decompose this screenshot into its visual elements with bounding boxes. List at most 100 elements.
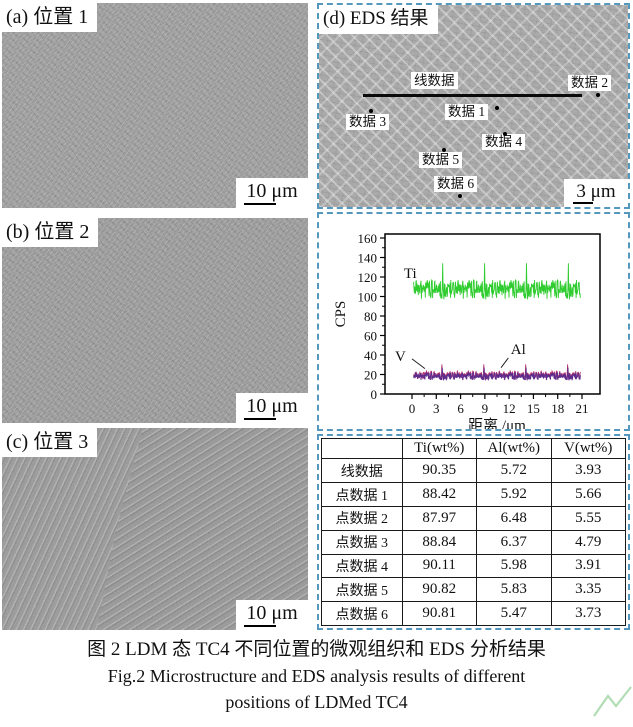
panel-a-label: (a) 位置 1 [2,3,98,32]
table-row: 点数据 3 88.84 6.37 4.79 [321,529,627,555]
figure-caption: 图 2 LDM 态 TC4 不同位置的微观组织和 EDS 分析结果 Fig.2 … [0,637,633,715]
table-cell: 5.66 [550,482,627,507]
y-tick-label: 20 [364,368,377,383]
x-tick-label: 0 [409,401,416,416]
x-tick-label: 6 [457,401,464,416]
table-header-cell: Al(wt%) [476,437,552,460]
panel-d-eds-image: (d) EDS 结果 线数据 数据 1 数据 2 数据 3 数据 4 数据 5 … [317,3,630,209]
scalebar-text: 3 μm [576,181,616,202]
panel-a-scalebar: 10 μm [236,178,308,208]
eds-point-marker-1 [495,106,499,110]
annotation-Ti: Ti [404,266,417,282]
series-Ti [413,263,581,300]
table-cell: 3.73 [550,601,627,626]
table-cell: 5.47 [476,601,552,626]
scalebar-line [244,202,276,205]
table-cell: 87.97 [401,505,478,531]
y-tick-label: 80 [364,309,377,324]
panel-d-scalebar: 3 μm [564,179,628,207]
y-tick-label: 120 [358,270,378,285]
panel-c-scalebar: 10 μm [236,600,308,630]
y-tick-label: 140 [358,251,378,266]
table-header-row: Ti(wt%) Al(wt%) V(wt%) [321,437,627,460]
annotation-Al: Al [511,342,526,358]
eds-point-marker-4 [503,132,507,136]
table-cell: 5.98 [476,553,552,579]
table-cell: 点数据 2 [321,505,403,531]
table-row: 点数据 1 88.42 5.92 5.66 [321,482,627,507]
eds-results-table: Ti(wt%) Al(wt%) V(wt%) 线数据 90.35 5.72 3.… [321,437,627,626]
panel-b-scalebar: 10 μm [236,393,308,423]
y-tick-label: 60 [364,329,377,344]
table-cell: 线数据 [321,458,403,484]
panel-c-label: (c) 位置 3 [2,428,98,457]
table-cell: 6.48 [476,505,552,531]
series-V [413,367,581,381]
table-cell: 5.92 [476,482,552,507]
panel-a-sem-image: (a) 位置 1 10 μm [2,3,308,208]
table-row: 点数据 4 90.11 5.98 3.91 [321,553,627,579]
plot-frame [384,233,601,395]
eds-point-label-3: 数据 3 [346,114,390,130]
eds-point-label-2: 数据 2 [568,75,612,91]
table-cell: 90.11 [401,553,478,579]
table-cell: 90.35 [401,458,478,484]
panel-b-label: (b) 位置 2 [2,218,99,247]
table-row: 点数据 2 87.97 6.48 5.55 [321,505,627,531]
eds-line-chart: 0 3 6 9 12 15 18 21 0 20 40 60 80 100 120 140 160 CPS 距离 /… [333,231,601,429]
table-cell: 90.82 [401,577,478,603]
table-cell: 90.81 [401,601,478,626]
annotation-leader-line [500,357,509,368]
table-cell: 点数据 4 [321,553,403,579]
table-header-cell [321,437,403,460]
table-cell: 4.79 [550,529,627,555]
y-tick-label: 100 [358,290,378,305]
table-cell: 3.93 [550,458,627,484]
table-row: 点数据 6 90.81 5.47 3.73 [321,601,627,626]
panel-b-sem-image: (b) 位置 2 10 μm [2,218,308,423]
table-cell: 5.72 [476,458,552,484]
annotation-V: V [395,349,406,365]
panel-d-label: (d) EDS 结果 [319,5,438,34]
table-header-cell: Ti(wt%) [401,437,478,460]
table-cell: 3.91 [550,553,627,579]
caption-chinese: 图 2 LDM 态 TC4 不同位置的微观组织和 EDS 分析结果 [87,639,546,660]
eds-point-label-1: 数据 1 [445,104,489,120]
x-tick-label: 12 [503,401,516,416]
eds-point-marker-2 [596,93,600,97]
eds-point-label-4: 数据 4 [482,134,526,150]
annotation-leader-line [411,358,426,370]
table-row: 点数据 5 90.82 5.83 3.35 [321,577,627,603]
panel-c-sem-image: (c) 位置 3 10 μm [2,428,308,630]
eds-point-label-6: 数据 6 [434,176,478,192]
table-cell: 3.35 [550,577,627,603]
line-scan-path [363,94,582,97]
y-tick-label: 0 [371,387,378,402]
x-axis-label: 距离 /μm [468,417,526,429]
x-tick-label: 21 [576,401,589,416]
table-cell: 88.42 [401,482,478,507]
watermark-zigzag [593,686,632,717]
eds-point-marker-6 [458,194,462,198]
table-cell: 点数据 6 [321,601,403,626]
x-tick-label: 3 [433,401,440,416]
table-cell: 5.83 [476,577,552,603]
eds-point-marker-5 [442,148,446,152]
caption-english-line2: positions of LDMed TC4 [225,692,408,712]
table-header-cell: V(wt%) [550,437,627,460]
y-tick-label: 40 [364,348,377,363]
eds-point-marker-3 [369,109,373,113]
table-row: 线数据 90.35 5.72 3.93 [321,458,627,484]
x-tick-label: 15 [527,401,540,416]
line-scan-label: 线数据 [411,72,458,89]
table-cell: 点数据 3 [321,529,403,555]
scalebar-line [244,624,276,627]
table-cell: 88.84 [401,529,478,555]
scalebar-line [573,201,593,204]
caption-english-line1: Fig.2 Microstructure and EDS analysis re… [107,666,526,686]
table-cell: 5.55 [550,505,627,531]
eds-table-panel: Ti(wt%) Al(wt%) V(wt%) 线数据 90.35 5.72 3.… [317,434,630,630]
table-cell: 点数据 5 [321,577,403,603]
table-cell: 点数据 1 [321,482,403,507]
